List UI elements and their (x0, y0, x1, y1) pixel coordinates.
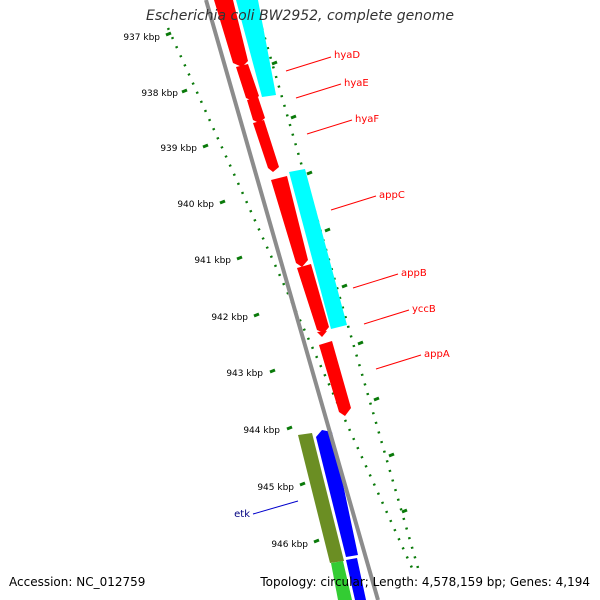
tick-label-938: 938 kbp (141, 89, 178, 99)
gene-green-1 (331, 561, 352, 600)
gene-label-appC: appC (379, 190, 405, 201)
tick-label-946: 946 kbp (271, 540, 308, 550)
tick-label-940: 940 kbp (177, 200, 214, 210)
gene-label-appA: appA (424, 349, 450, 360)
tick-label-942: 942 kbp (211, 313, 248, 323)
inner-major-ticks (165, 31, 320, 544)
gene-appA (319, 341, 351, 416)
outer-tick-rail (260, 27, 420, 569)
gene-appB (297, 264, 329, 333)
tick-label-943: 943 kbp (226, 369, 263, 379)
tick-label-939: 939 kbp (160, 144, 197, 154)
gene-label-etk: etk (234, 509, 250, 520)
gene-blue-1 (316, 430, 358, 557)
tick-labels: 937 kbp 938 kbp 939 kbp 940 kbp 941 kbp … (123, 33, 308, 550)
tick-label-945: 945 kbp (257, 483, 294, 493)
gene-label-yccB: yccB (412, 304, 436, 315)
label-leaders (252, 56, 422, 515)
red-genes (214, 0, 351, 416)
gene-label-hyaF: hyaF (355, 114, 379, 125)
gene-label-appB: appB (401, 268, 427, 279)
topology-text: Topology: circular; Length: 4,578,159 bp… (260, 575, 590, 589)
cyan-features (236, 0, 347, 329)
cyan-feature-2 (289, 169, 347, 329)
tick-label-944: 944 kbp (243, 426, 280, 436)
gene-hyaD (214, 0, 248, 67)
tick-label-937: 937 kbp (123, 33, 160, 43)
gene-yccB (317, 331, 327, 337)
accession-text: Accession: NC_012759 (9, 575, 146, 589)
gene-hyaF (247, 97, 265, 123)
gene-label-hyaE: hyaE (344, 78, 369, 89)
tick-label-941: 941 kbp (194, 256, 231, 266)
gene-hyaE (236, 64, 259, 101)
cyan-feature-1 (236, 0, 276, 97)
outer-major-ticks (271, 60, 408, 514)
gene-appC (271, 176, 308, 267)
gene-hyaF-2 (253, 120, 279, 172)
lower-genes (298, 430, 366, 600)
genome-backbone (204, 0, 380, 600)
gene-labels: hyaD hyaE hyaF appC appB yccB appA etk (234, 50, 450, 520)
gene-etk (298, 433, 344, 563)
gene-label-hyaD: hyaD (334, 50, 360, 61)
gene-blue-2 (346, 558, 366, 600)
genome-title: Escherichia coli BW2952, complete genome (146, 8, 454, 24)
